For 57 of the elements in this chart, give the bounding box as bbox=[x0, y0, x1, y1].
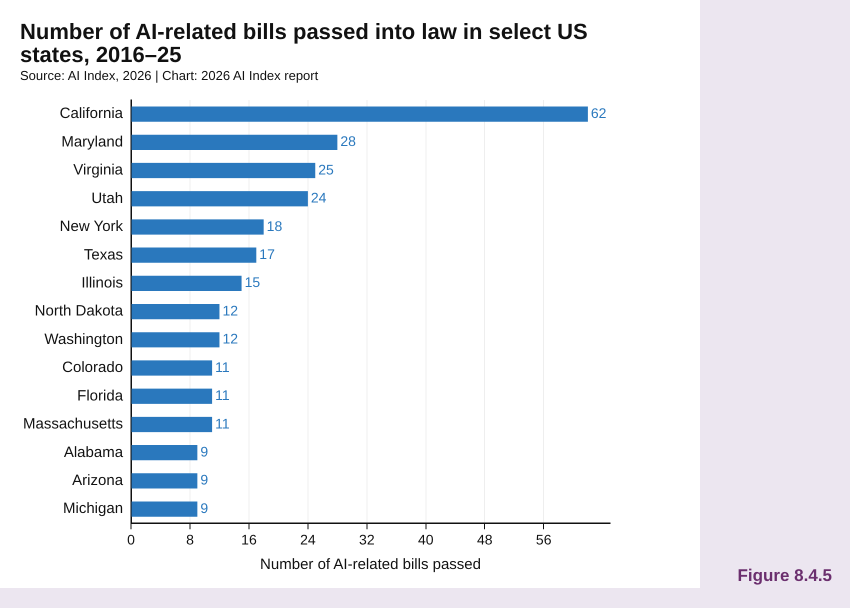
y-tick-label: New York bbox=[60, 218, 124, 236]
data-label: 11 bbox=[215, 387, 230, 404]
caption: Figure 8.4.5 bbox=[738, 566, 832, 586]
x-tick-label: 32 bbox=[359, 531, 375, 548]
data-label: 11 bbox=[215, 358, 230, 375]
y-tick-label: Virginia bbox=[73, 162, 124, 179]
x-tick-label: 56 bbox=[536, 531, 552, 548]
y-tick-label: North Dakota bbox=[34, 302, 124, 320]
bar bbox=[132, 388, 212, 404]
x-tick-label: 16 bbox=[241, 531, 257, 548]
x-tick-label: 0 bbox=[127, 531, 136, 548]
x-axis-title: Number of AI-related bills passed bbox=[260, 556, 481, 574]
y-tick-label: Arizona bbox=[72, 472, 124, 490]
data-label: 28 bbox=[340, 133, 356, 150]
x-tick-label: 40 bbox=[418, 531, 434, 548]
x-tick-label: 8 bbox=[186, 531, 194, 548]
source-note: Source: AI Index, 2026 | Chart: 2026 AI Index report bbox=[20, 68, 318, 83]
bar bbox=[132, 360, 212, 376]
y-tick-label: Colorado bbox=[62, 359, 124, 376]
bar bbox=[132, 473, 198, 488]
bar bbox=[132, 134, 338, 150]
y-tick-label: Washington bbox=[44, 330, 124, 348]
y-tick-label: Michigan bbox=[63, 500, 124, 518]
y-tick-label: Texas bbox=[84, 246, 124, 264]
bar bbox=[132, 276, 242, 292]
data-label: 9 bbox=[200, 472, 208, 488]
y-tick-label: California bbox=[60, 105, 124, 122]
bar bbox=[132, 304, 220, 320]
x-tick-label: 24 bbox=[300, 531, 316, 548]
data-label: 12 bbox=[222, 302, 238, 318]
bar bbox=[132, 219, 264, 235]
y-tick-label: Florida bbox=[77, 387, 124, 404]
bar bbox=[132, 106, 588, 122]
data-label: 9 bbox=[200, 444, 208, 460]
data-label: 18 bbox=[266, 218, 282, 234]
bar bbox=[132, 162, 316, 178]
x-tick-label: 48 bbox=[476, 531, 493, 548]
bar bbox=[132, 445, 198, 460]
y-tick-label: Illinois bbox=[81, 274, 124, 292]
data-label: 11 bbox=[215, 415, 230, 432]
y-tick-label: Alabama bbox=[64, 444, 124, 461]
bar bbox=[132, 416, 212, 432]
bar bbox=[132, 501, 198, 517]
data-label: 17 bbox=[259, 246, 276, 262]
data-label: 9 bbox=[200, 500, 208, 516]
bar bbox=[132, 332, 220, 348]
y-tick-label: Massachusetts bbox=[22, 416, 124, 433]
data-label: 25 bbox=[318, 161, 334, 178]
bar bbox=[132, 248, 256, 263]
data-label: 62 bbox=[590, 104, 607, 121]
y-tick-label: Utah bbox=[91, 190, 124, 207]
y-tick-label: Maryland bbox=[61, 133, 124, 150]
chart-title: Number of AI-related bills passed into law in select US states, 2016–25 bbox=[20, 19, 589, 67]
data-label: 24 bbox=[310, 190, 327, 206]
data-label: 12 bbox=[222, 330, 238, 347]
data-label: 15 bbox=[244, 274, 260, 290]
bar bbox=[132, 191, 308, 206]
